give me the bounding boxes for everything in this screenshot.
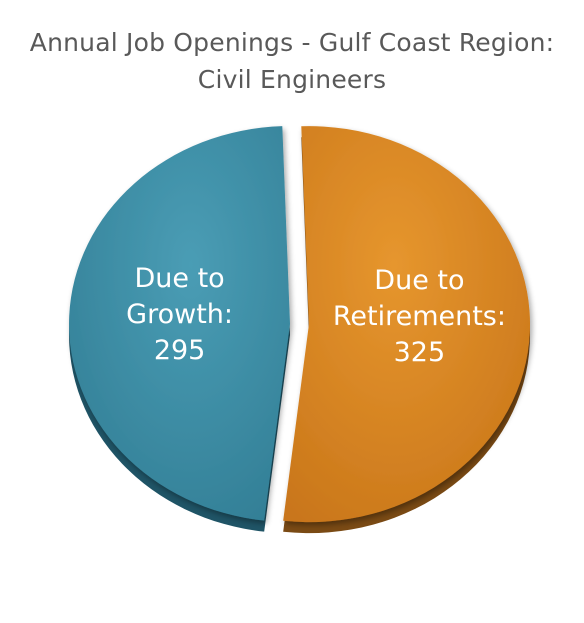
pie-slice-retirements [283,126,531,523]
chart-title: Annual Job Openings - Gulf Coast Region:… [0,24,584,98]
slice-category-label: Due to [134,263,224,294]
slice-value-label: 295 [154,335,206,366]
pie-slice-growth [69,126,290,521]
chart-title-line-2: Civil Engineers [197,65,387,94]
slice-category-label: Retirements: [333,301,506,332]
slice-category-label: Due to [374,265,464,296]
slice-value-label: 325 [394,337,446,368]
slice-category-label: Growth: [126,299,233,330]
chart-title-line-1: Annual Job Openings - Gulf Coast Region: [29,28,555,57]
